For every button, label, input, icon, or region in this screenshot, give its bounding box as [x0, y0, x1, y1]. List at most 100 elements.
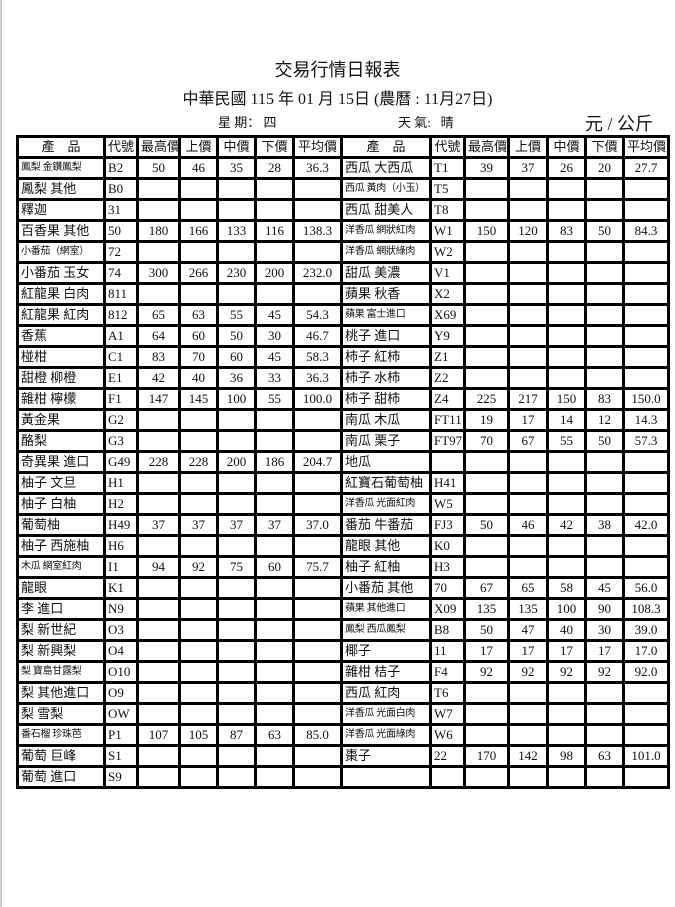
- right-max-price-cell: [463, 324, 510, 348]
- right-code-cell: 70: [429, 576, 466, 600]
- right-upper-price-cell: [507, 282, 549, 306]
- right-lower-price-cell: [584, 366, 625, 390]
- right-code-cell: Z4: [429, 387, 466, 411]
- right-average-price-cell: 92.0: [622, 660, 670, 684]
- right-upper-price-cell: 17: [507, 639, 549, 663]
- left-upper-price-cell: 228: [178, 450, 219, 474]
- left-middle-price-cell: [216, 660, 257, 684]
- table-row: 葡萄 巨峰 S1 棗子 22 170 142 98 63 101.0: [16, 744, 670, 768]
- right-code-cell: H41: [429, 471, 466, 495]
- right-max-price-cell: [463, 723, 510, 747]
- left-code-cell: E1: [103, 366, 139, 390]
- right-code-cell: FT97: [429, 429, 466, 453]
- report-date: 中華民國 115 年 01 月 15日 (農曆 : 11月27日): [182, 91, 493, 108]
- left-average-price-cell: [292, 597, 343, 621]
- right-lower-price-cell: [584, 765, 625, 789]
- table-row: 紅龍果 白肉 811 蘋果 秋香 X2: [16, 282, 670, 306]
- weekday-label: 星 期：: [218, 115, 261, 130]
- right-average-price-cell: [622, 261, 670, 285]
- left-max-price-cell: [136, 639, 181, 663]
- right-code-cell: 22: [429, 744, 466, 768]
- left-product-cell: 鳳梨 其他: [16, 177, 106, 201]
- right-middle-price-cell: [546, 681, 587, 705]
- left-upper-price-cell: 105: [178, 723, 219, 747]
- left-max-price-cell: 228: [136, 450, 181, 474]
- left-code-cell: S1: [103, 744, 139, 768]
- left-upper-price-cell: 46: [178, 156, 219, 180]
- right-upper-price-cell: 142: [507, 744, 549, 768]
- header-upper-price: 上價: [178, 135, 219, 159]
- left-code-cell: A1: [103, 324, 139, 348]
- left-lower-price-cell: [254, 198, 295, 222]
- right-product-cell: 蘋果 秋香: [340, 282, 432, 306]
- left-lower-price-cell: [254, 240, 295, 264]
- left-product-cell: 釋迦: [16, 198, 106, 222]
- right-lower-price-cell: 83: [584, 387, 625, 411]
- right-average-price-cell: [622, 324, 670, 348]
- right-product-cell: 柿子 水柿: [340, 366, 432, 390]
- right-middle-price-cell: 98: [546, 744, 587, 768]
- left-average-price-cell: [292, 240, 343, 264]
- right-code-cell: T8: [429, 198, 466, 222]
- left-max-price-cell: 37: [136, 513, 181, 537]
- left-average-price-cell: [292, 702, 343, 726]
- right-upper-price-cell: 17: [507, 408, 549, 432]
- right-middle-price-cell: [546, 471, 587, 495]
- right-average-price-cell: [622, 177, 670, 201]
- right-code-cell: [429, 450, 466, 474]
- right-middle-price-cell: [546, 702, 587, 726]
- left-upper-price-cell: [178, 744, 219, 768]
- left-code-cell: 812: [103, 303, 139, 327]
- right-product-cell: 鳳梨 西瓜鳳梨: [340, 618, 432, 642]
- right-code-cell: [429, 765, 466, 789]
- left-code-cell: B0: [103, 177, 139, 201]
- right-average-price-cell: 84.3: [622, 219, 670, 243]
- left-product-cell: 甜橙 柳橙: [16, 366, 106, 390]
- left-product-cell: 梨 新興梨: [16, 639, 106, 663]
- left-middle-price-cell: [216, 471, 257, 495]
- right-middle-price-cell: [546, 534, 587, 558]
- left-max-price-cell: 42: [136, 366, 181, 390]
- right-middle-price-cell: [546, 198, 587, 222]
- right-product-cell: [340, 765, 432, 789]
- right-upper-price-cell: 217: [507, 387, 549, 411]
- left-upper-price-cell: [178, 618, 219, 642]
- left-middle-price-cell: 36: [216, 366, 257, 390]
- left-lower-price-cell: 45: [254, 345, 295, 369]
- left-code-cell: B2: [103, 156, 139, 180]
- right-upper-price-cell: [507, 198, 549, 222]
- right-middle-price-cell: 26: [546, 156, 587, 180]
- left-max-price-cell: [136, 177, 181, 201]
- right-lower-price-cell: [584, 681, 625, 705]
- left-product-cell: 小番茄（網室）: [16, 240, 106, 264]
- left-lower-price-cell: 186: [254, 450, 295, 474]
- left-average-price-cell: 46.7: [292, 324, 343, 348]
- left-product-cell: 椪柑: [16, 345, 106, 369]
- right-middle-price-cell: [546, 261, 587, 285]
- header-row: 產 品代號 最高價 上價 中價 下價 平均價產 品代號 最高價 上價 中價 下價 平均價: [16, 135, 670, 159]
- right-middle-price-cell: 92: [546, 660, 587, 684]
- right-lower-price-cell: 50: [584, 429, 625, 453]
- right-average-price-cell: [622, 681, 670, 705]
- right-code-cell: X69: [429, 303, 466, 327]
- left-max-price-cell: [136, 282, 181, 306]
- right-product-cell: 蘋果 富士進口: [340, 303, 432, 327]
- left-max-price-cell: 300: [136, 261, 181, 285]
- weather-field: 天 氣: 晴: [398, 112, 454, 131]
- left-average-price-cell: 75.7: [292, 555, 343, 579]
- left-max-price-cell: [136, 618, 181, 642]
- right-middle-price-cell: 100: [546, 597, 587, 621]
- left-product-cell: 小番茄 玉女: [16, 261, 106, 285]
- right-lower-price-cell: [584, 555, 625, 579]
- left-lower-price-cell: [254, 177, 295, 201]
- table-row: 龍眼 K1 小番茄 其他 70 67 65 58 45 56.0: [16, 576, 670, 600]
- right-code-cell: W7: [429, 702, 466, 726]
- left-code-cell: H1: [103, 471, 139, 495]
- left-middle-price-cell: [216, 576, 257, 600]
- left-product-cell: 梨 雪梨: [16, 702, 106, 726]
- table-row: 梨 新世紀 O3 鳳梨 西瓜鳳梨 B8 50 47 40 30 39.0: [16, 618, 670, 642]
- left-upper-price-cell: 40: [178, 366, 219, 390]
- right-average-price-cell: [622, 450, 670, 474]
- right-product-cell: 南瓜 栗子: [340, 429, 432, 453]
- left-average-price-cell: [292, 492, 343, 516]
